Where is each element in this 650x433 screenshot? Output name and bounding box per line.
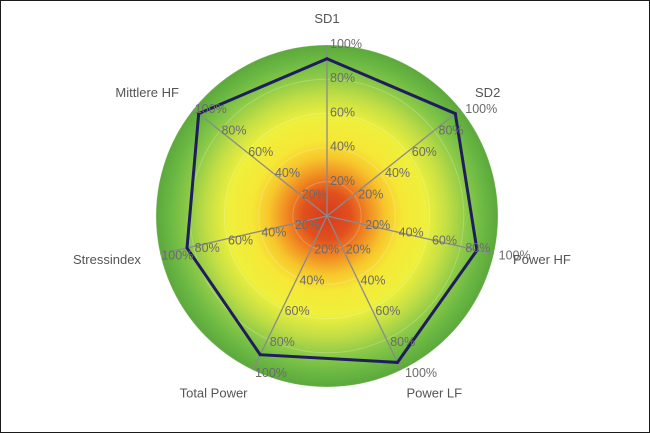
tick-label: 20%: [302, 187, 327, 201]
axis-title: SD2: [475, 85, 500, 100]
tick-label: 100%: [330, 37, 362, 51]
tick-label: 100%: [405, 366, 437, 380]
series-point: [185, 246, 189, 250]
axis-spoke: [326, 108, 462, 217]
tick-label: 20%: [365, 218, 390, 232]
tick-label: 100%: [255, 366, 287, 380]
tick-label: 80%: [270, 335, 295, 349]
tick-label: 40%: [385, 166, 410, 180]
series-layer: [185, 57, 479, 364]
tick-label: 60%: [330, 105, 355, 119]
tick-label: 60%: [412, 145, 437, 159]
tick-label: 100%: [195, 102, 227, 116]
axis-title: Power HF: [513, 252, 571, 267]
tick-label: 40%: [261, 226, 286, 240]
tick-label: 20%: [314, 243, 339, 257]
tick-label: 60%: [228, 233, 253, 247]
tick-label: 20%: [346, 243, 371, 257]
tick-label: 20%: [330, 174, 355, 188]
axis-spoke: [252, 215, 328, 371]
axis-title: Stressindex: [73, 252, 141, 267]
axis-title: SD1: [314, 11, 339, 26]
series-point: [325, 57, 329, 61]
tick-label: 80%: [330, 71, 355, 85]
tick-label: 60%: [248, 145, 273, 159]
axis-title: Power LF: [406, 385, 462, 400]
tick-label: 80%: [439, 123, 464, 137]
series-point: [453, 112, 457, 116]
tick-label: 60%: [375, 304, 400, 318]
tick-label: 80%: [221, 123, 246, 137]
axis-spoke: [192, 108, 328, 217]
axis-title: Mittlere HF: [115, 85, 179, 100]
series-point: [258, 353, 262, 357]
tick-label: 100%: [499, 248, 531, 262]
tick-label: 40%: [399, 226, 424, 240]
axis-spoke: [326, 215, 494, 255]
tick-label: 20%: [295, 218, 320, 232]
tick-label: 80%: [465, 241, 490, 255]
series-point: [197, 112, 201, 116]
series-point: [475, 248, 479, 252]
axis-spoke: [326, 215, 402, 371]
axis-spokes: [160, 45, 494, 371]
axis-title: Total Power: [180, 385, 249, 400]
tick-label: 40%: [330, 140, 355, 154]
tick-label: 40%: [361, 273, 386, 287]
tick-labels: 20%40%60%80%100%20%40%60%80%100%20%40%60…: [161, 37, 530, 380]
axis-titles: SD1 SD2 Power HF Power LF Total Power Stressi…: [73, 11, 571, 400]
series-point: [395, 360, 399, 364]
tick-label: 40%: [275, 166, 300, 180]
tick-label: 80%: [390, 335, 415, 349]
tick-label: 100%: [465, 102, 497, 116]
tick-label: 60%: [285, 304, 310, 318]
tick-label: 60%: [432, 233, 457, 247]
tick-label: 20%: [358, 187, 383, 201]
tick-label: 100%: [161, 248, 193, 262]
tick-label: 80%: [195, 241, 220, 255]
tick-label: 40%: [299, 273, 324, 287]
series-line: [185, 57, 479, 364]
